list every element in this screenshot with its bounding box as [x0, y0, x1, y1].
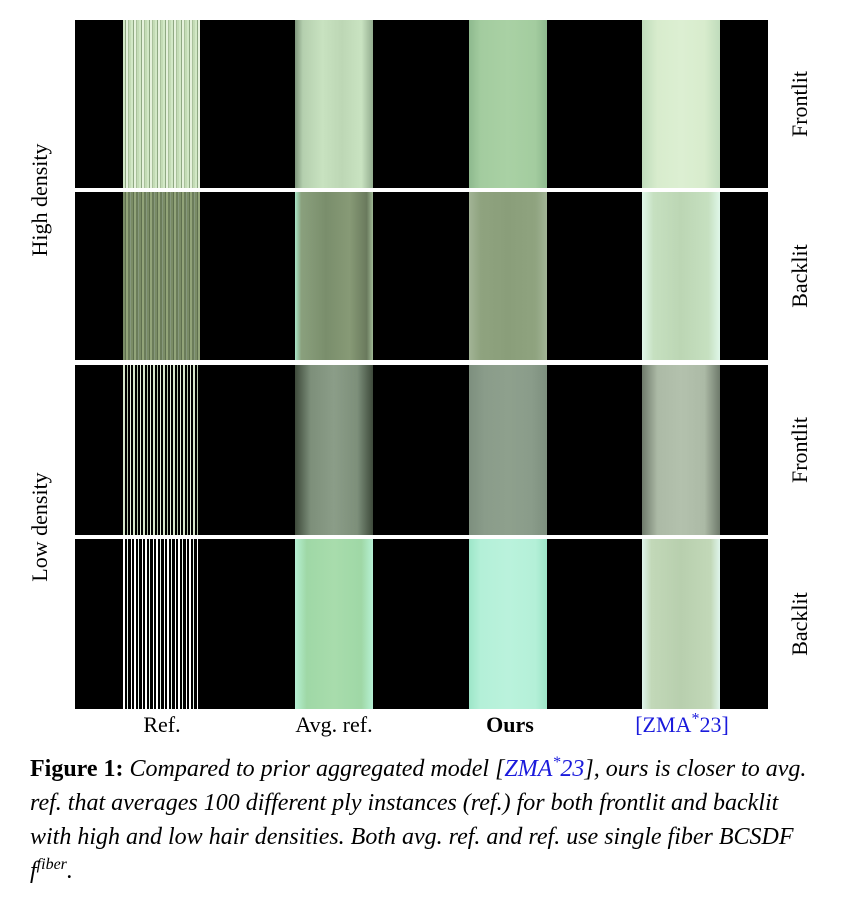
- strip-zma: [642, 539, 720, 709]
- strip-ours: [469, 539, 547, 709]
- strip-ref: [123, 365, 200, 535]
- strip-avg-ref: [295, 20, 373, 188]
- strip-ours: [469, 365, 547, 535]
- strip-ref: [123, 539, 200, 709]
- panel-high-frontlit: [75, 20, 768, 188]
- strip-avg-ref: [295, 192, 373, 360]
- panel-low-backlit: [75, 539, 768, 709]
- caption-symbol: f: [30, 858, 37, 884]
- group-label-high-density: High density: [27, 143, 52, 257]
- strip-zma: [642, 20, 720, 188]
- column-cite-open: [: [635, 712, 643, 737]
- strip-ours: [469, 20, 547, 188]
- panel-high-backlit: [75, 192, 768, 360]
- column-label-ref: Ref.: [143, 712, 181, 737]
- group-label-low-density: Low density: [27, 472, 52, 582]
- caption-citation-link[interactable]: ZMA*23: [504, 754, 585, 783]
- caption-cite-sup: *: [552, 754, 561, 771]
- row-label-frontlit-2: Frontlit: [787, 416, 812, 484]
- row-label-backlit-2: Backlit: [787, 592, 812, 656]
- panel-low-frontlit: [75, 365, 768, 535]
- image-grid: [75, 20, 768, 709]
- strip-avg-ref: [295, 365, 373, 535]
- strip-zma: [642, 192, 720, 360]
- column-cite-year: 23: [699, 712, 722, 737]
- strip-ref: [123, 192, 200, 360]
- caption-label: Figure 1:: [30, 756, 124, 782]
- caption-symbol-sup: fiber: [36, 856, 67, 873]
- caption-text-1: Compared to prior aggregated model [: [123, 756, 505, 782]
- strip-avg-ref: [295, 539, 373, 709]
- column-label-zma23: [ZMA*23]: [635, 710, 729, 738]
- figure-caption: Figure 1: Compared to prior aggregated m…: [30, 752, 820, 888]
- column-label-avg-ref: Avg. ref.: [295, 712, 373, 737]
- caption-cite-key: ZMA: [504, 756, 553, 782]
- caption-end: .: [66, 858, 73, 884]
- row-label-backlit-1: Backlit: [787, 244, 812, 308]
- column-cite-close: ]: [721, 712, 729, 737]
- strip-ref: [123, 20, 200, 188]
- strip-zma: [642, 365, 720, 535]
- caption-text-2: ], ours is closer to avg. ref. that aver…: [30, 756, 807, 850]
- column-cite-key: ZMA: [642, 712, 692, 737]
- strip-ours: [469, 192, 547, 360]
- row-label-frontlit-1: Frontlit: [787, 70, 812, 138]
- column-cite-sup: *: [691, 710, 700, 728]
- caption-cite-year: 23: [560, 756, 585, 782]
- column-label-ours: Ours: [486, 712, 534, 737]
